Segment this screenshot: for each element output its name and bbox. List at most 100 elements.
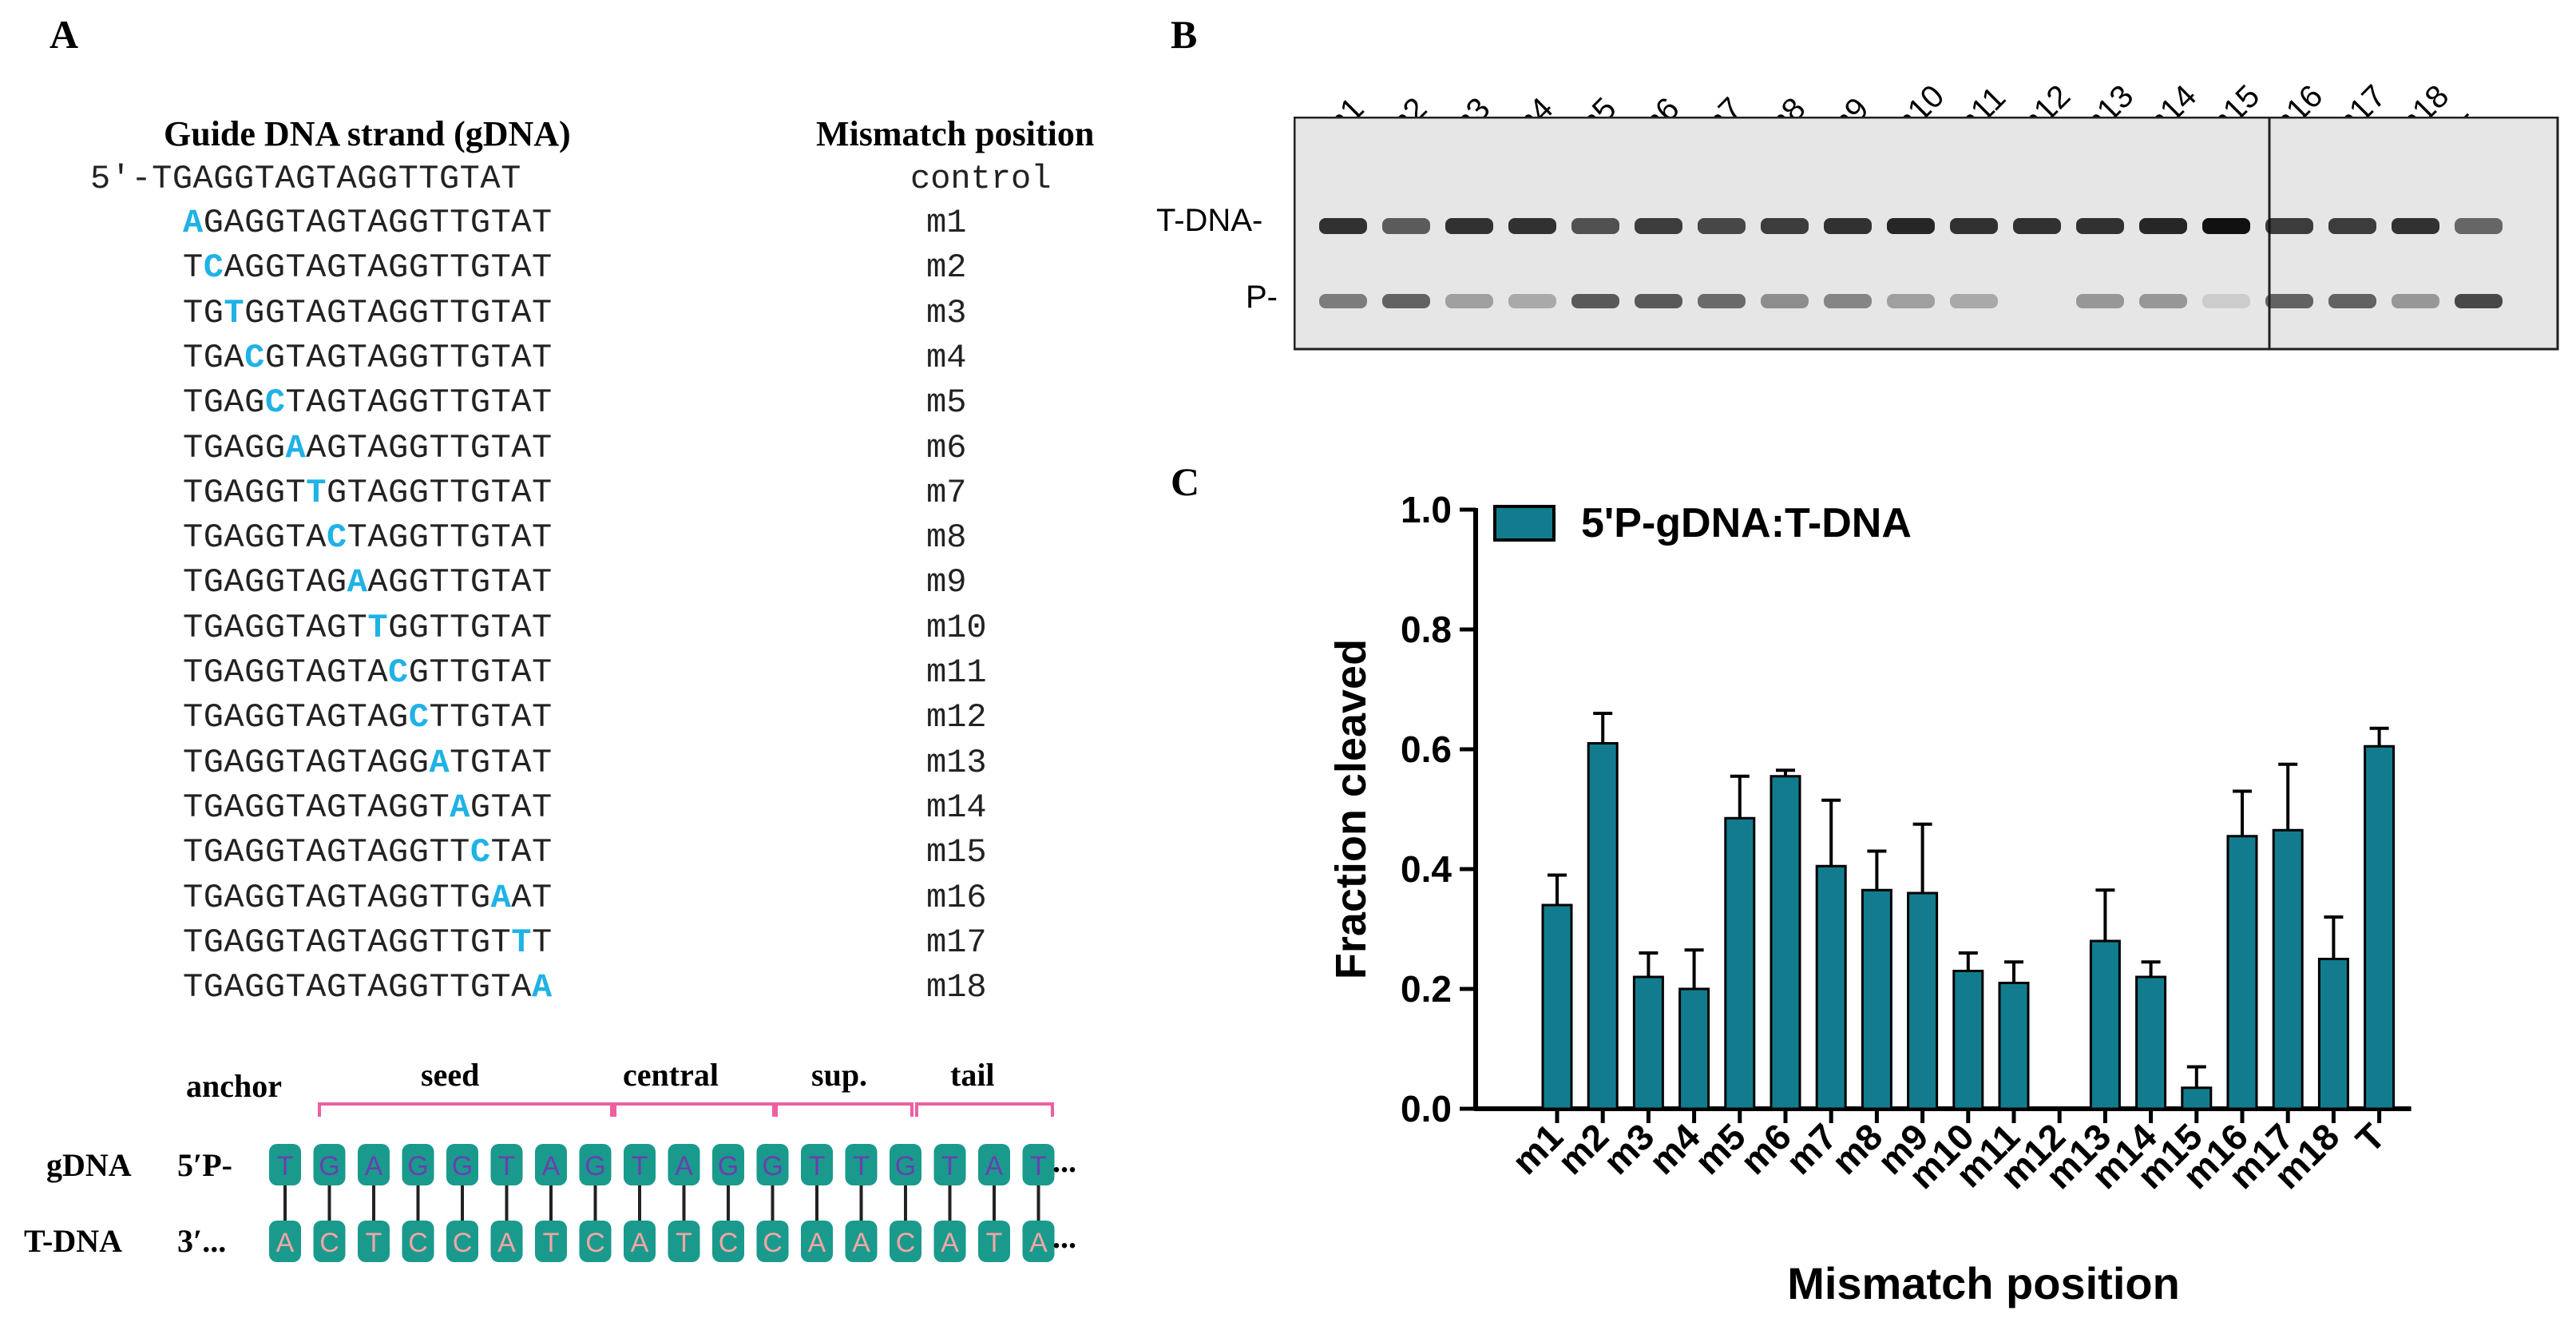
panel-b-letter: B — [1171, 12, 1198, 57]
bar-T — [2364, 744, 2396, 1110]
product-band — [1571, 294, 1619, 308]
seq-before: TGA — [183, 338, 245, 377]
mismatch-base: A — [347, 563, 368, 602]
gdna-base-letter: G — [895, 1151, 916, 1181]
mismatch-label: m12 — [926, 698, 987, 737]
tdna-base-box — [402, 1221, 434, 1262]
gdna-base-box — [933, 1144, 966, 1185]
seq-before: TGAGGTAGTAGGT — [183, 788, 450, 827]
mismatch-sequence: TGACGTAGTAGGTTGTAT — [183, 339, 553, 377]
mismatch-position-header: Mismatch position — [816, 114, 1095, 153]
gdna-base-box — [313, 1144, 346, 1185]
product-band — [2328, 294, 2376, 308]
x-tick-label: T — [2348, 1115, 2393, 1161]
seq-before: TGAGG — [183, 428, 286, 467]
legend-label: 5'P-gDNA:T-DNA — [1581, 500, 1912, 546]
mismatch-label: m13 — [926, 743, 987, 782]
seq-before: TGAG — [183, 383, 265, 423]
mismatch-sequence: AGAGGTAGTAGGTTGTAT — [183, 204, 553, 242]
region-central-label: central — [623, 1057, 719, 1093]
tdna-band — [2076, 218, 2124, 234]
gdna-base-letter: T — [941, 1151, 958, 1181]
seq-after: GTAGGTTGTAT — [326, 473, 553, 512]
y-tick-label: 1.0 — [1401, 489, 1452, 530]
gdna-base-letter: A — [365, 1151, 383, 1181]
gdna-base-box — [535, 1144, 567, 1185]
control-sequence: 5′-TGAGGTAGTAGGTTGTAT — [90, 160, 521, 198]
tdna-base-box — [535, 1221, 567, 1262]
seq-after: TGTAT — [450, 743, 553, 782]
gdna-base-box — [712, 1144, 744, 1185]
tdna-ellipsis: ... — [1052, 1219, 1076, 1255]
bar-m16 — [2226, 835, 2258, 1110]
seq-before: TGAGGTAGTAGGTTG — [183, 878, 491, 917]
mismatch-label: m16 — [926, 878, 987, 917]
product-band — [1445, 294, 1493, 308]
tdna-base-letter: T — [986, 1228, 1003, 1258]
bar-m4 — [1678, 987, 1710, 1110]
tdna-base-box — [1022, 1221, 1055, 1262]
gdna-base-box — [624, 1144, 656, 1185]
tdna-base-letter: A — [1029, 1228, 1048, 1258]
control-prefix: 5′- — [90, 160, 153, 198]
mismatch-base: A — [531, 968, 553, 1007]
mismatch-base: T — [224, 293, 245, 332]
tdna-band — [1508, 218, 1556, 234]
gdna-base-letter: G — [407, 1151, 428, 1181]
seq-after: TAGGTTGTAT — [347, 518, 553, 558]
bar-m1 — [1541, 903, 1573, 1110]
tdna-base-letter: T — [543, 1228, 560, 1258]
tdna-base-letter: T — [676, 1228, 692, 1258]
tdna-band — [1950, 218, 1998, 234]
seq-before: TGAGGTAGTAGG — [183, 743, 430, 782]
tdna-base-box — [756, 1221, 789, 1262]
seq-before: TGAGGTAGTAGGTT — [183, 833, 470, 872]
mismatch-label: m18 — [926, 968, 987, 1007]
gdna-base-letter: G — [718, 1151, 739, 1181]
seq-before: T — [183, 248, 204, 288]
seq-after: TAT — [490, 833, 553, 872]
bar-m6 — [1770, 775, 1801, 1110]
product-band — [1761, 294, 1809, 308]
mismatch-sequence: TGAGGTAGTAGGTTGTTT — [183, 923, 553, 962]
x-axis-title: Mismatch position — [1787, 1258, 2180, 1308]
control-seq: TGAGGTAGTAGGTTGTAT — [152, 160, 521, 198]
panel-a-letter: A — [50, 12, 79, 57]
tdna-band — [1698, 218, 1746, 234]
mismatch-sequence: TGAGGTAGTAGCTTGTAT — [183, 698, 553, 737]
product-band — [2202, 294, 2250, 308]
gdna-base-box — [801, 1144, 833, 1185]
tdna-base-letter: C — [408, 1228, 428, 1258]
gdna-base-letter: A — [985, 1151, 1004, 1181]
mismatch-label: m7 — [926, 473, 967, 512]
tdna-band — [2202, 218, 2250, 234]
gdna-base-letter: G — [452, 1151, 473, 1181]
mismatch-base: A — [490, 878, 512, 917]
tdna-band — [2139, 218, 2187, 234]
seq-after: AGTAGGTTGTAT — [306, 428, 553, 467]
tdna-base-letter: A — [808, 1228, 826, 1258]
mismatch-label: m3 — [926, 293, 967, 332]
mismatch-base: A — [429, 743, 450, 782]
bar-m10 — [1952, 970, 1984, 1110]
bar-m8 — [1861, 888, 1892, 1110]
gdna-base-letter: G — [762, 1151, 783, 1181]
seq-after: AGGTTGTAT — [367, 563, 553, 602]
tdna-base-box — [446, 1221, 478, 1262]
bar-m17 — [2272, 828, 2304, 1110]
gdna-base-box — [269, 1144, 301, 1185]
tdna-base-box — [313, 1221, 346, 1262]
tdna-base-letter: A — [852, 1228, 870, 1258]
tdna-base-letter: A — [631, 1228, 649, 1258]
product-band — [1319, 294, 1367, 308]
mismatch-base: C — [388, 653, 409, 692]
tdna-base-letter: C — [719, 1228, 739, 1258]
tdna-base-letter: C — [585, 1228, 605, 1258]
tdna-base-box — [358, 1221, 390, 1262]
tdna-base-box — [890, 1221, 921, 1262]
tdna-base-box — [490, 1221, 523, 1262]
bar-m14 — [2135, 975, 2167, 1110]
mismatch-sequence: TGAGGTAGTTGGTTGTAT — [183, 609, 553, 647]
seq-after: GTTGTAT — [408, 653, 553, 692]
bar-m13 — [2089, 939, 2121, 1110]
